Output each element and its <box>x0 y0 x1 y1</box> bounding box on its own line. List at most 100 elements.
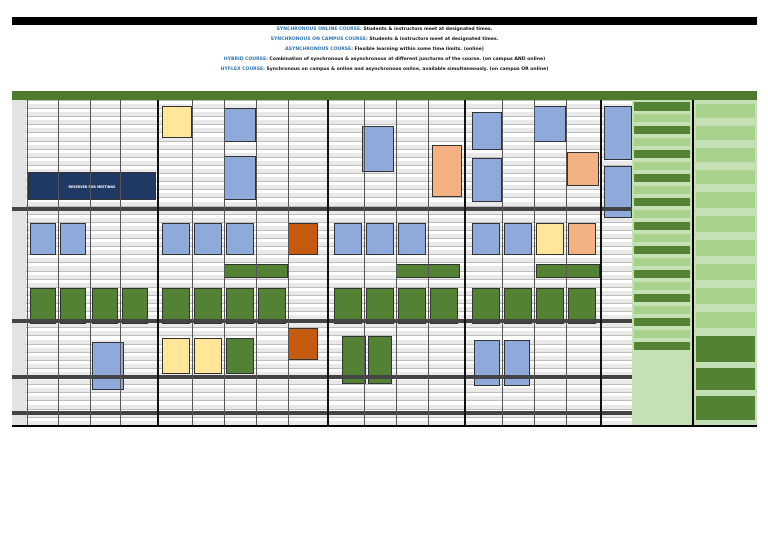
row-shade <box>12 177 632 182</box>
side-course[interactable] <box>634 294 690 302</box>
row-shade <box>12 225 632 230</box>
course-block[interactable] <box>472 223 500 255</box>
side-course[interactable] <box>634 306 690 314</box>
row-shade <box>12 307 632 312</box>
course-block[interactable] <box>366 288 394 324</box>
course-block[interactable] <box>568 223 596 255</box>
course-block[interactable] <box>334 223 362 255</box>
row-line <box>12 262 632 264</box>
break-row <box>12 411 632 415</box>
side-course[interactable] <box>634 222 690 230</box>
course-block[interactable] <box>398 223 426 255</box>
side-course[interactable] <box>696 170 755 184</box>
course-block[interactable] <box>568 288 596 324</box>
reserved-meetings-block[interactable]: RESERVED FOR MEETINGS <box>28 172 156 200</box>
row-shade <box>12 355 632 360</box>
course-block[interactable] <box>162 223 190 255</box>
course-block[interactable] <box>60 223 86 255</box>
course-block[interactable] <box>474 340 500 386</box>
side-course[interactable] <box>634 234 690 242</box>
course-block[interactable] <box>472 112 502 150</box>
side-course[interactable] <box>696 264 755 280</box>
side-course[interactable] <box>634 186 690 194</box>
side-course[interactable] <box>634 174 690 182</box>
side-course[interactable] <box>696 126 755 140</box>
row-shade <box>12 404 632 409</box>
side-course[interactable] <box>634 258 690 266</box>
course-block[interactable] <box>366 223 394 255</box>
course-block[interactable] <box>194 223 222 255</box>
course-block[interactable] <box>258 288 286 324</box>
row-shade <box>12 193 632 198</box>
side-course[interactable] <box>696 312 755 328</box>
course-block[interactable] <box>30 223 56 255</box>
side-course[interactable] <box>696 240 755 256</box>
side-course[interactable] <box>696 192 755 208</box>
column-line <box>90 100 91 425</box>
course-block[interactable] <box>536 223 564 255</box>
course-block[interactable] <box>162 288 190 324</box>
side-course[interactable] <box>696 104 755 118</box>
row-shade <box>12 331 632 336</box>
side-course[interactable] <box>634 102 690 111</box>
course-block[interactable] <box>398 288 426 324</box>
course-block[interactable] <box>194 338 222 374</box>
course-block[interactable] <box>226 223 254 255</box>
course-block[interactable] <box>162 338 190 374</box>
course-block[interactable] <box>504 223 532 255</box>
side-course[interactable] <box>634 198 690 206</box>
row-line <box>12 108 632 110</box>
course-block[interactable] <box>432 145 462 197</box>
course-block[interactable] <box>536 264 600 278</box>
side-course[interactable] <box>634 282 690 290</box>
side-course[interactable] <box>696 216 755 232</box>
course-block[interactable] <box>224 156 256 200</box>
side-course[interactable] <box>634 270 690 278</box>
course-block[interactable] <box>30 288 56 324</box>
course-block[interactable] <box>194 288 222 324</box>
course-block[interactable] <box>534 106 566 142</box>
side-course[interactable] <box>696 148 755 162</box>
course-block[interactable] <box>472 288 500 324</box>
course-block[interactable] <box>60 288 86 324</box>
side-course[interactable] <box>634 162 690 170</box>
legend-key: ASYNCHRONOUS COURSE: <box>285 47 354 52</box>
course-block[interactable] <box>224 108 256 142</box>
course-block[interactable] <box>92 342 124 390</box>
course-block[interactable] <box>472 158 502 202</box>
side-course[interactable] <box>634 126 690 134</box>
side-course[interactable] <box>634 330 690 338</box>
side-course[interactable] <box>634 342 690 350</box>
course-block[interactable] <box>362 126 394 172</box>
side-course[interactable] <box>634 138 690 146</box>
legend-text: Students & instructors meet at designate… <box>369 37 499 42</box>
course-block[interactable] <box>226 288 254 324</box>
course-block[interactable] <box>504 340 530 386</box>
side-course[interactable] <box>634 246 690 254</box>
course-block[interactable] <box>604 106 632 160</box>
course-block[interactable] <box>226 338 254 374</box>
row-line <box>12 286 632 288</box>
course-block[interactable] <box>122 288 148 324</box>
side-course[interactable] <box>696 336 755 362</box>
course-block[interactable] <box>430 288 458 324</box>
side-course[interactable] <box>634 150 690 158</box>
course-block[interactable] <box>288 223 318 255</box>
course-block[interactable] <box>92 288 118 324</box>
side-course[interactable] <box>634 114 690 122</box>
side-course[interactable] <box>634 318 690 326</box>
side-course[interactable] <box>696 288 755 304</box>
row-line <box>12 303 632 304</box>
side-course[interactable] <box>696 368 755 390</box>
side-course[interactable] <box>634 210 690 218</box>
course-block[interactable] <box>334 288 362 324</box>
course-block[interactable] <box>567 152 599 186</box>
side-course[interactable] <box>696 396 755 420</box>
legend-key: SYNCHRONOUS ONLINE COURSE: <box>276 27 362 32</box>
row-shade <box>12 282 632 287</box>
column-line <box>120 100 121 425</box>
course-block[interactable] <box>536 288 564 324</box>
course-block[interactable] <box>504 288 532 324</box>
course-block[interactable] <box>162 106 192 138</box>
course-block[interactable] <box>288 328 318 360</box>
